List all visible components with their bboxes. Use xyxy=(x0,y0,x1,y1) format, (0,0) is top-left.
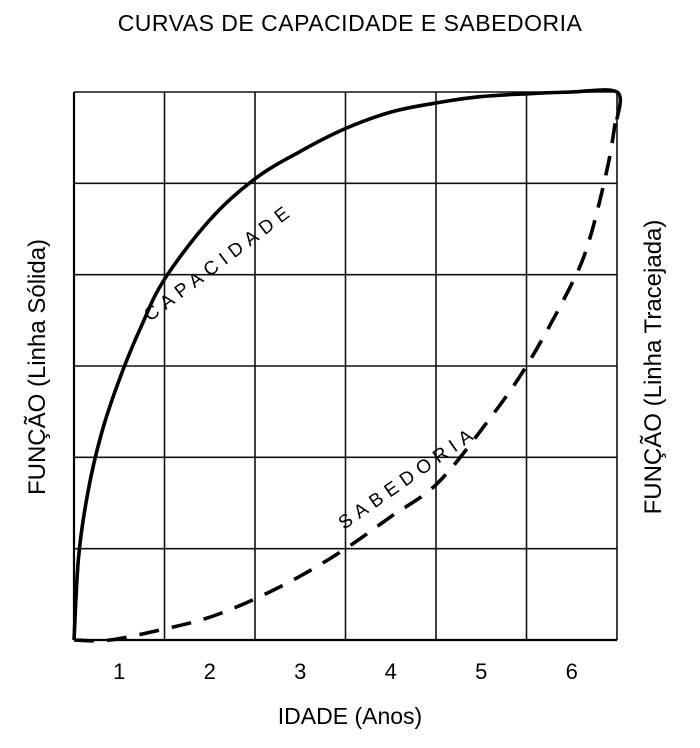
series-line-sabedoria xyxy=(73,110,619,643)
x-tick-label: 6 xyxy=(566,659,578,684)
chart-title: CURVAS DE CAPACIDADE E SABEDORIA xyxy=(117,10,583,36)
x-tick-label: 5 xyxy=(475,659,487,684)
x-tick-label: 3 xyxy=(294,659,306,684)
x-tick-label: 1 xyxy=(113,659,125,684)
x-axis-label: IDADE (Anos) xyxy=(277,703,423,729)
series-label-sabedoria: SABEDORIA xyxy=(335,422,482,534)
series-line-capacidade xyxy=(72,88,623,641)
x-tick-label: 4 xyxy=(385,659,397,684)
x-tick-label: 2 xyxy=(204,659,216,684)
